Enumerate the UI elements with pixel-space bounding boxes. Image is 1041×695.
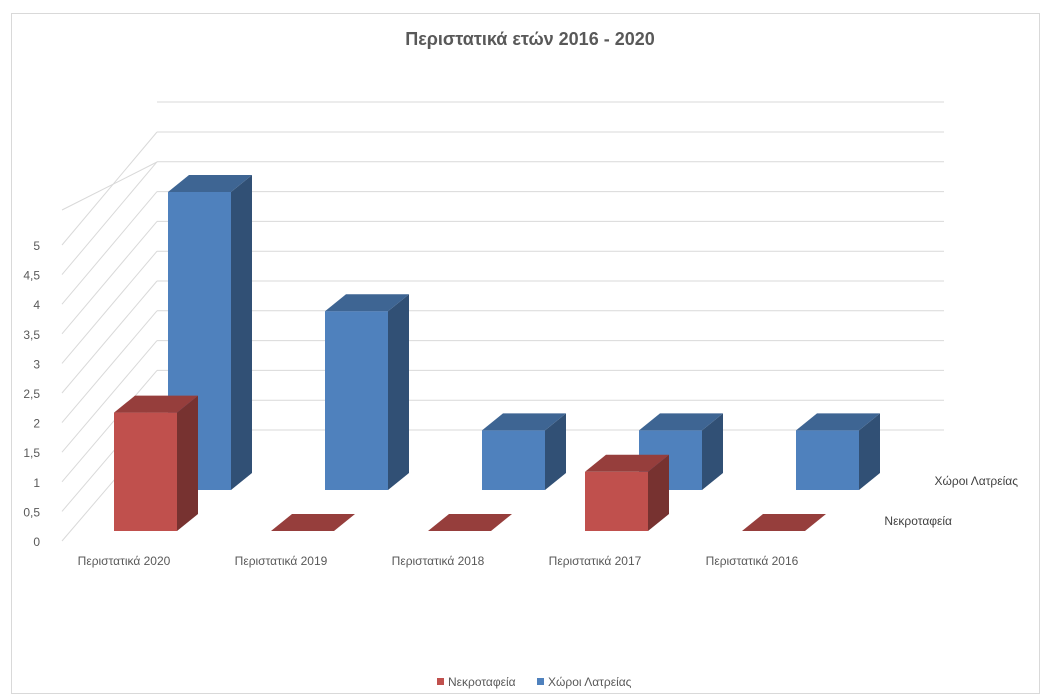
bar-back-3-top	[482, 413, 566, 431]
front-series-bars	[114, 395, 826, 531]
bar-front-4-side	[648, 454, 669, 531]
bar-back-1-top	[168, 175, 252, 192]
y-tick-label: 2	[33, 417, 40, 431]
gridline-diagonal	[61, 310, 158, 423]
bar-front-4-top	[585, 454, 669, 472]
y-tick-label: 2,5	[23, 387, 40, 401]
category-label: Περιστατικά 2020	[78, 554, 171, 568]
depth-axis-labels: Χώροι Λατρείας Νεκροταφεία	[884, 474, 1018, 528]
back-series-bars	[168, 175, 880, 490]
chart-title: Περιστατικά ετών 2016 - 2020	[405, 29, 655, 49]
bar-back-4-top	[639, 413, 723, 431]
y-tick-label: 4,5	[23, 269, 40, 283]
y-tick-label: 0	[33, 535, 40, 549]
bar-back-3	[482, 430, 545, 490]
legend-label: Νεκροταφεία	[448, 675, 516, 689]
bar-back-5-top	[796, 413, 880, 431]
bar-front-1-top	[114, 395, 198, 413]
y-tick-label: 1,5	[23, 446, 40, 460]
category-label: Περιστατικά 2019	[235, 554, 328, 568]
y-tick-label: 5	[33, 239, 40, 253]
bar-back-2-top	[325, 294, 409, 312]
legend-label: Χώροι Λατρείας	[548, 675, 632, 689]
legend-swatch	[437, 678, 444, 685]
gridline-diagonal	[61, 131, 158, 246]
y-tick-label: 0,5	[23, 505, 40, 519]
bar-front-4	[585, 471, 648, 531]
gridline-diagonal	[61, 340, 158, 453]
bar-front-3-top	[428, 514, 512, 531]
gridline-diagonal	[61, 370, 158, 483]
bar-back-2	[325, 311, 388, 490]
gridline-diagonal	[61, 161, 158, 275]
y-tick-label: 1	[33, 476, 40, 490]
gridline-diagonal	[61, 191, 158, 305]
bar-back-3-side	[545, 413, 566, 490]
bar-back-1-side	[231, 175, 252, 490]
y-tick-label: 3	[33, 357, 40, 371]
category-label: Περιστατικά 2018	[392, 554, 485, 568]
x-axis-categories: Περιστατικά 2020 Περιστατικά 2019 Περιστατ…	[78, 554, 799, 568]
category-label: Περιστατικά 2016	[706, 554, 799, 568]
bar-front-1	[114, 412, 177, 531]
gridline-diagonal	[61, 280, 158, 394]
series-label-front: Νεκροταφεία	[884, 514, 952, 528]
legend-swatch	[537, 678, 544, 685]
gridline-diagonal	[61, 221, 158, 335]
bar-back-5-side	[859, 413, 880, 490]
gridline-diagonal	[61, 250, 158, 364]
y-axis-ticks: 0 0,5 1 1,5 2 2,5 3 3,5 4 4,5 5	[23, 239, 40, 549]
category-label: Περιστατικά 2017	[549, 554, 642, 568]
gridline-diagonal	[61, 161, 158, 211]
bar-front-5-top	[742, 514, 826, 531]
bar-back-4-side	[702, 413, 723, 490]
bar-front-1-side	[177, 395, 198, 531]
y-tick-label: 3,5	[23, 328, 40, 342]
series-label-back: Χώροι Λατρείας	[935, 474, 1019, 488]
bar-front-2-top	[271, 514, 355, 531]
bar-back-5	[796, 430, 859, 490]
legend: Νεκροταφεία Χώροι Λατρείας	[437, 675, 632, 689]
bar-back-2-side	[388, 294, 409, 490]
y-tick-label: 4	[33, 298, 40, 312]
